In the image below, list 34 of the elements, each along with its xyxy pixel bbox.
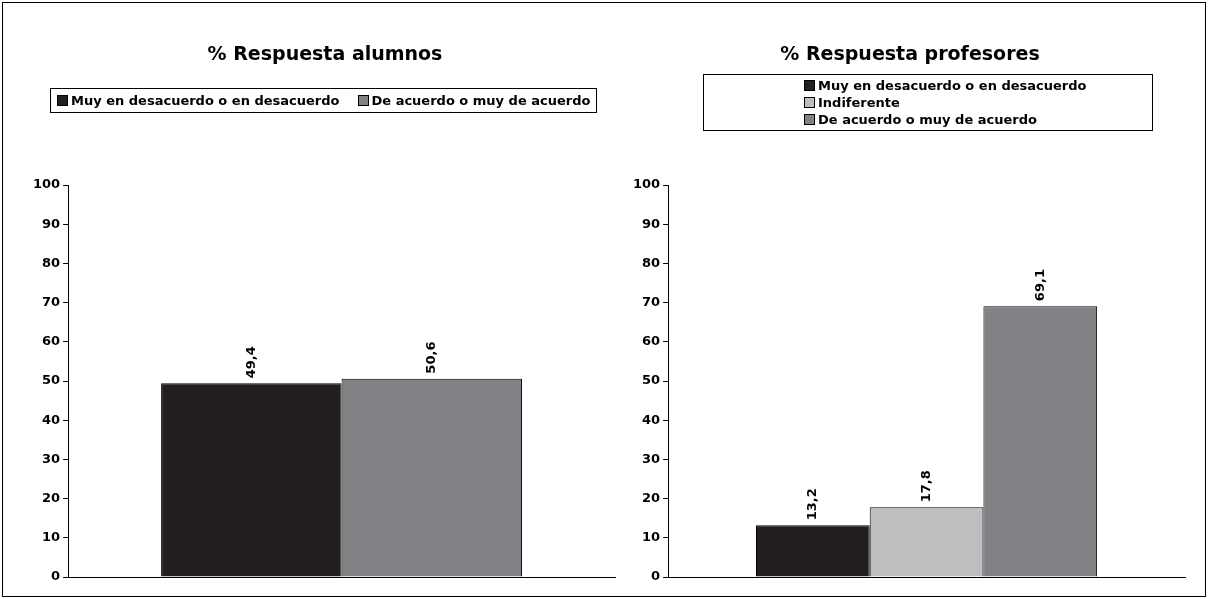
legend-label: De acuerdo o muy de acuerdo — [818, 112, 1037, 127]
data-label: 49,4 — [242, 346, 258, 379]
y-tick-label: 30 — [642, 450, 661, 466]
data-label: 50,6 — [423, 341, 439, 374]
y-tick-label: 0 — [651, 568, 661, 584]
y-tick-label: 20 — [42, 489, 61, 505]
y-tick-label: 10 — [642, 529, 661, 545]
y-tick-label: 70 — [642, 293, 661, 309]
legend-label: Muy en desacuerdo o en desacuerdo — [71, 93, 340, 108]
y-tick-label: 60 — [42, 333, 61, 349]
y-tick-label: 60 — [642, 333, 661, 349]
y-tick-label: 40 — [642, 411, 661, 427]
chart-title: % Respuesta profesores — [779, 42, 1041, 64]
data-label: 69,1 — [1031, 269, 1047, 302]
y-tick-label: 40 — [42, 411, 61, 427]
y-tick-label: 20 — [642, 489, 661, 505]
chart-title: % Respuesta alumnos — [206, 42, 444, 64]
y-tick-label: 10 — [42, 529, 61, 545]
y-tick-label: 30 — [42, 450, 61, 466]
data-label: 13,2 — [804, 488, 820, 521]
y-tick-label: 0 — [51, 568, 61, 584]
legend-label: De acuerdo o muy de acuerdo — [371, 93, 591, 108]
y-tick-label: 90 — [42, 215, 61, 231]
y-tick-label: 70 — [42, 293, 61, 309]
legend-label: Indiferente — [818, 95, 900, 110]
y-tick-label: 50 — [642, 372, 661, 388]
y-tick-label: 100 — [633, 176, 661, 192]
y-tick-label: 100 — [33, 176, 61, 192]
y-tick-label: 90 — [642, 215, 661, 231]
y-tick-label: 50 — [42, 372, 61, 388]
legend-label: Muy en desacuerdo o en desacuerdo — [818, 78, 1087, 93]
y-tick-label: 80 — [42, 254, 61, 270]
data-label: 17,8 — [917, 470, 933, 503]
y-tick-label: 80 — [642, 254, 661, 270]
